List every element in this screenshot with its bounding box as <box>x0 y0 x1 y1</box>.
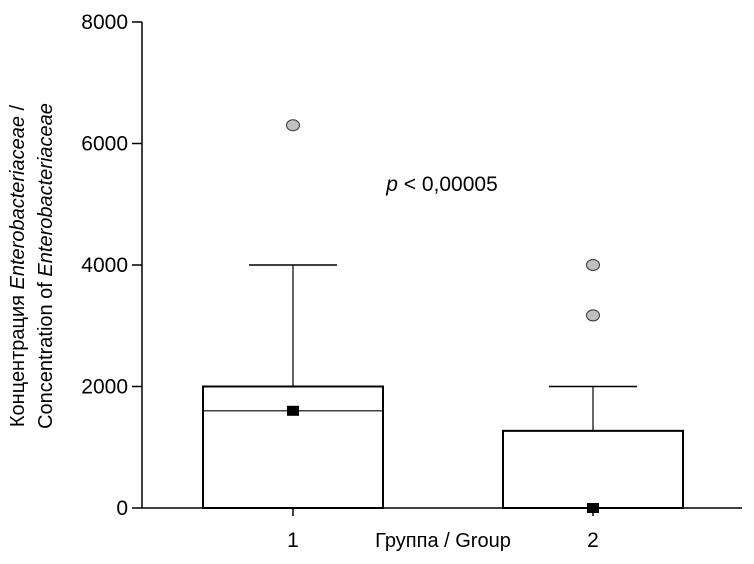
y-tick-label-0: 0 <box>116 497 128 520</box>
y-axis-title-line2-a: Concentration of <box>35 277 57 429</box>
y-axis-title-line1-c: / <box>7 104 29 116</box>
x-tick-label-1: 1 <box>287 529 299 552</box>
p-value-symbol: p <box>385 173 398 196</box>
y-tick-label-4000: 4000 <box>81 254 128 277</box>
p-value-annotation: p < 0,00005 <box>385 173 498 196</box>
y-axis-title-line2-b: Enterobacteriaceae <box>35 103 57 276</box>
y-ticks: 0 2000 4000 6000 8000 <box>81 11 142 520</box>
x-tick-label-2: 2 <box>587 529 599 552</box>
outlier-2-0 <box>586 309 600 322</box>
x-axis-title: Группа / Group <box>375 530 511 552</box>
p-value-text: < 0,00005 <box>398 173 498 196</box>
y-tick-label-8000: 8000 <box>81 11 128 34</box>
y-axis-title-line1-a: Концентрация <box>7 289 29 427</box>
y-axis-title-line1-b: Enterobacteriaceae <box>7 116 29 289</box>
y-axis-title: Концентрация Enterobacteriaceae / <box>7 104 29 427</box>
y-tick-label-2000: 2000 <box>81 376 128 399</box>
box-group-1 <box>202 119 384 509</box>
median-marker-2 <box>587 503 599 513</box>
median-marker-1 <box>287 405 299 416</box>
box-group-2 <box>502 259 684 513</box>
boxes <box>202 119 684 513</box>
box-1 <box>202 385 384 509</box>
box-2 <box>502 429 684 509</box>
y-tick-label-6000: 6000 <box>81 133 128 156</box>
outlier-1-0 <box>286 119 300 132</box>
outlier-2-1 <box>586 259 600 271</box>
y-axis-title-line2: Concentration of Enterobacteriaceae <box>35 103 57 429</box>
